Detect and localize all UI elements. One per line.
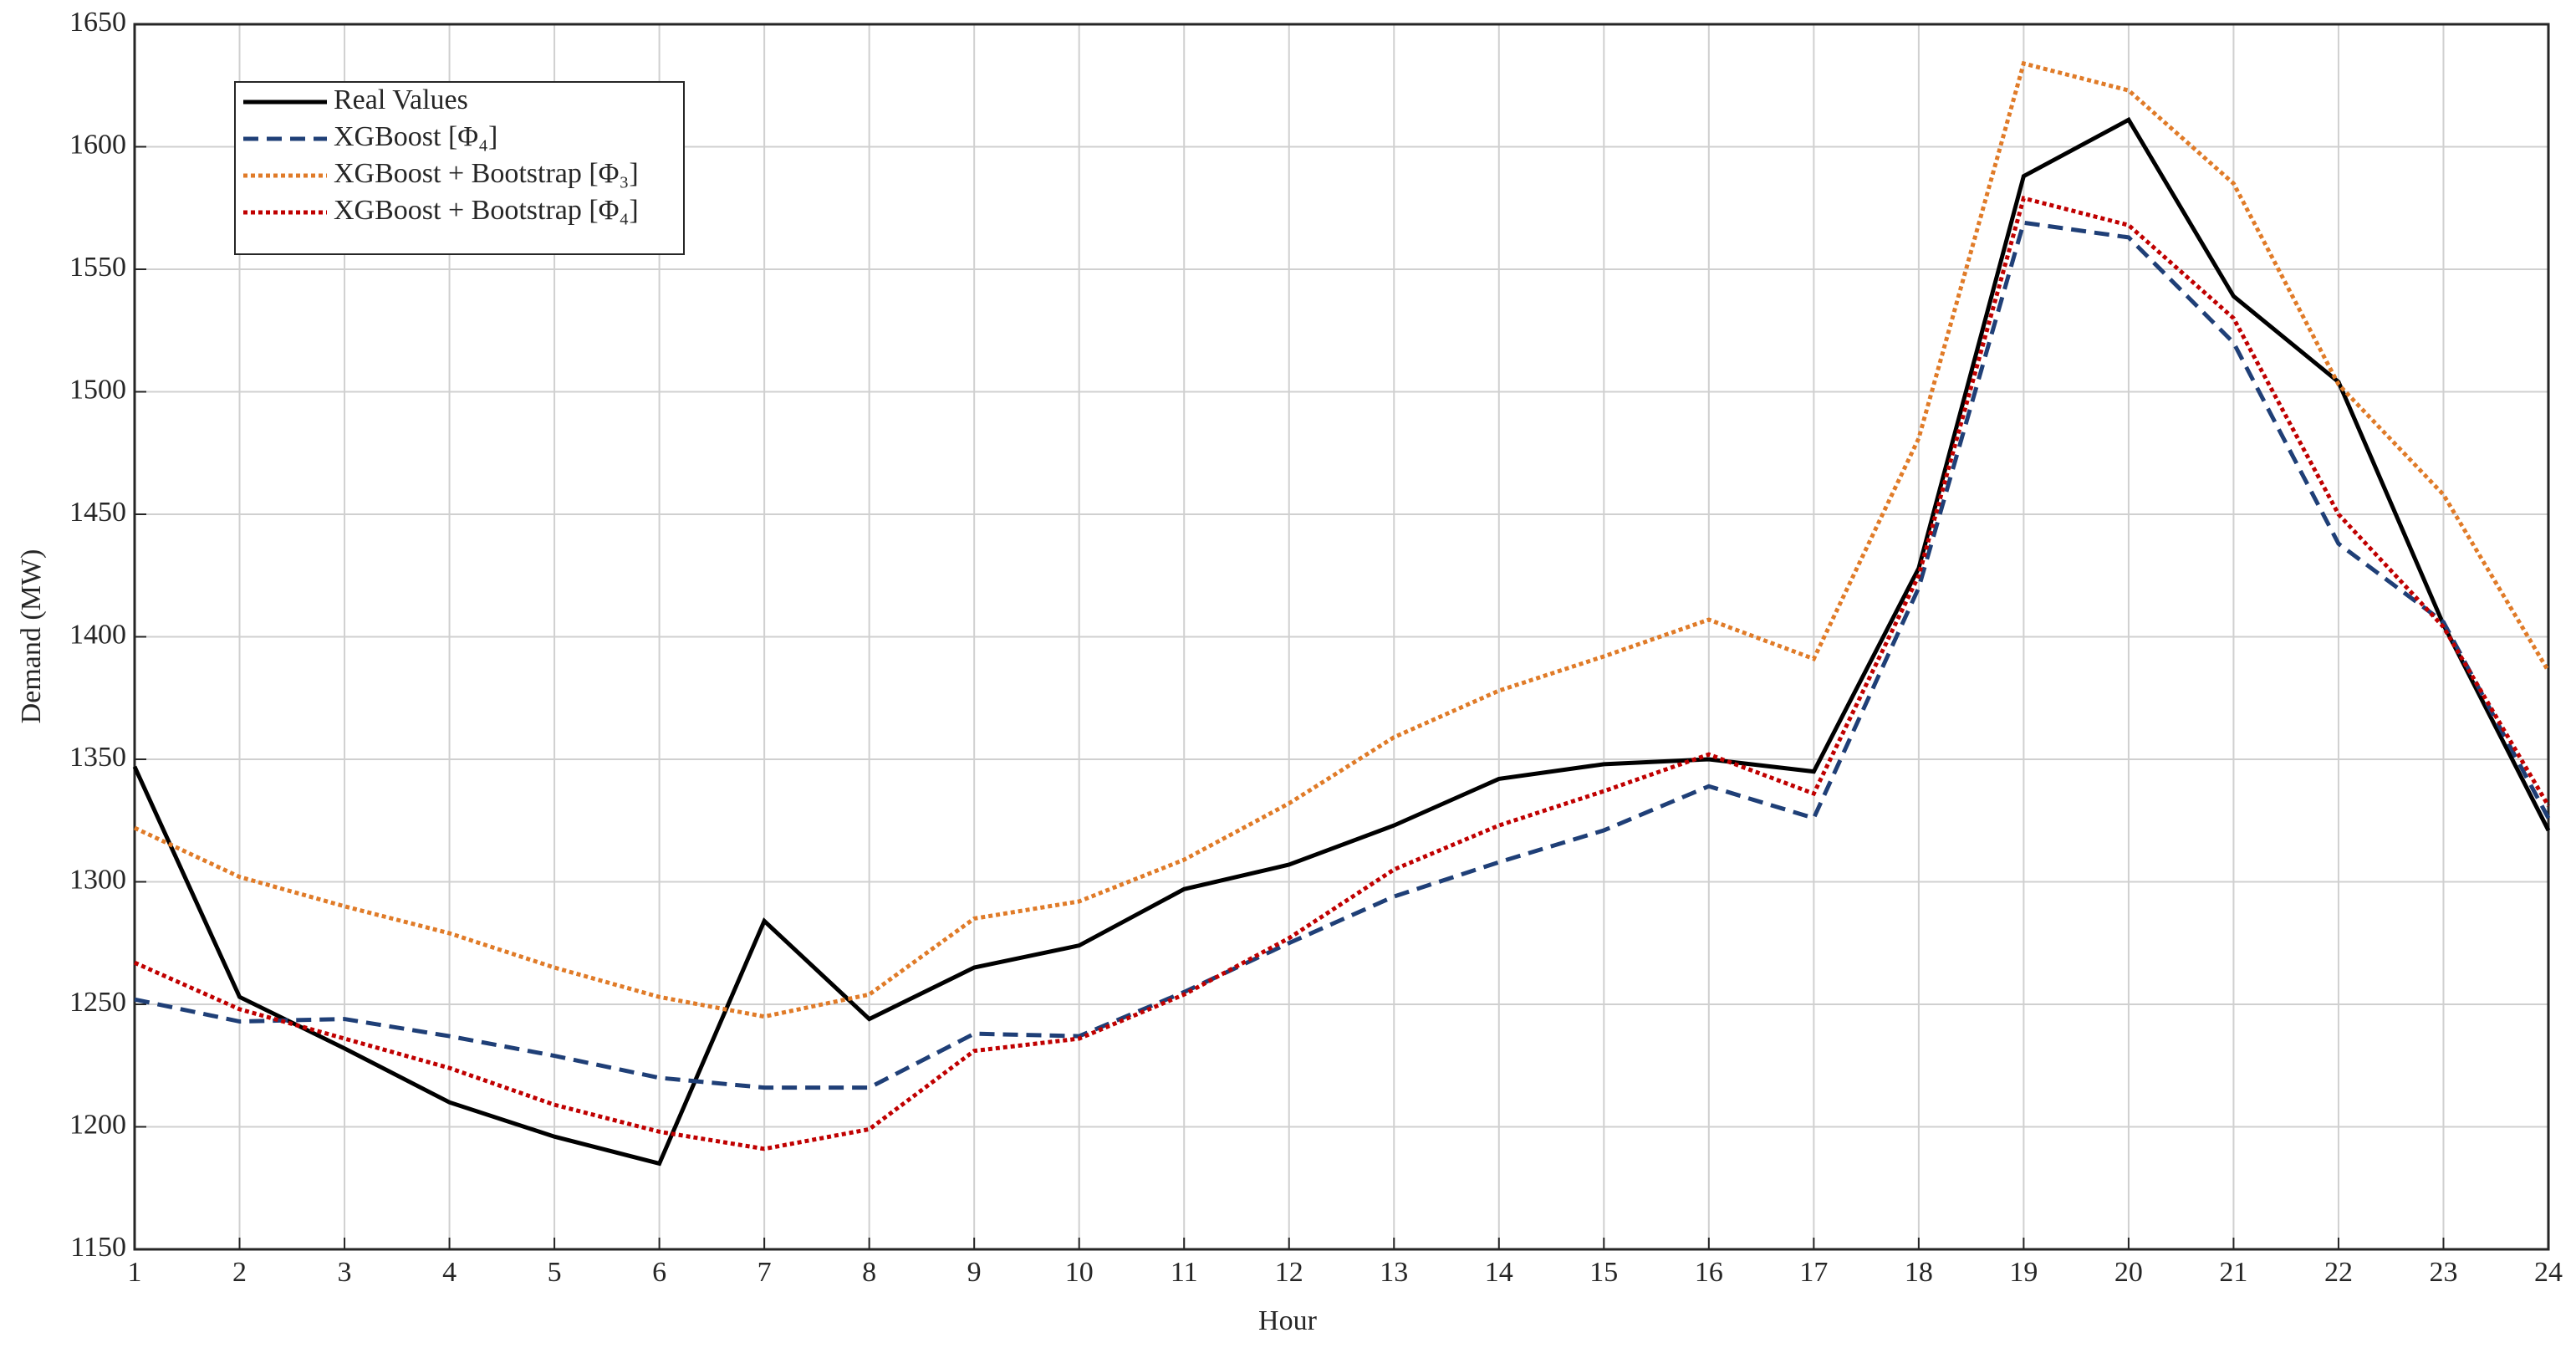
y-tick-label: 1200 <box>69 1109 126 1140</box>
x-tick-label: 18 <box>1905 1257 1933 1288</box>
x-tick-label: 12 <box>1275 1257 1303 1288</box>
x-tick-label: 13 <box>1380 1257 1408 1288</box>
legend-label: XGBoost + Bootstrap [Φ₄] <box>334 195 639 226</box>
x-tick-label: 9 <box>967 1257 982 1288</box>
y-tick-label: 1250 <box>69 987 126 1018</box>
y-tick-label: 1650 <box>69 7 126 38</box>
series-line <box>133 60 2551 1019</box>
x-tick-label: 8 <box>862 1257 876 1288</box>
x-tick-label: 4 <box>442 1257 457 1288</box>
legend-box <box>234 81 685 255</box>
x-tick-label: 1 <box>128 1257 142 1288</box>
x-tick-label: 21 <box>2219 1257 2247 1288</box>
y-tick-label: 1400 <box>69 619 126 650</box>
x-tick-label: 10 <box>1065 1257 1094 1288</box>
x-tick-label: 19 <box>2009 1257 2038 1288</box>
series-line <box>132 116 2551 1167</box>
legend-label: Real Values <box>334 84 468 115</box>
x-tick-label: 7 <box>757 1257 772 1288</box>
x-tick-label: 5 <box>548 1257 562 1288</box>
series-line <box>134 220 2551 1090</box>
x-tick-label: 20 <box>2114 1257 2143 1288</box>
x-tick-label: 22 <box>2324 1257 2353 1288</box>
x-tick-label: 17 <box>1799 1257 1828 1288</box>
y-tick-label: 1600 <box>69 129 126 160</box>
x-tick-label: 14 <box>1485 1257 1513 1288</box>
x-tick-label: 6 <box>652 1257 666 1288</box>
x-tick-label: 24 <box>2534 1257 2563 1288</box>
y-axis-label: Demand (MW) <box>16 549 47 724</box>
x-tick-label: 16 <box>1695 1257 1723 1288</box>
x-tick-label: 2 <box>232 1257 247 1288</box>
x-tick-label: 23 <box>2429 1257 2457 1288</box>
plot-frame <box>133 23 2550 1251</box>
y-tick-label: 1300 <box>69 864 126 895</box>
y-tick-label: 1350 <box>69 742 126 773</box>
y-tick-label: 1550 <box>69 252 126 283</box>
legend-label: XGBoost [Φ₄] <box>334 121 497 152</box>
x-tick-label: 3 <box>338 1257 352 1288</box>
y-tick-label: 1450 <box>69 497 126 528</box>
x-tick-label: 15 <box>1589 1257 1618 1288</box>
series-line <box>133 195 2551 1151</box>
x-tick-label: 11 <box>1171 1257 1198 1288</box>
legend-label: XGBoost + Bootstrap [Φ₃] <box>334 158 639 189</box>
x-axis-label: Hour <box>1258 1305 1318 1336</box>
y-tick-label: 1150 <box>70 1232 126 1263</box>
y-tick-label: 1500 <box>69 374 126 405</box>
